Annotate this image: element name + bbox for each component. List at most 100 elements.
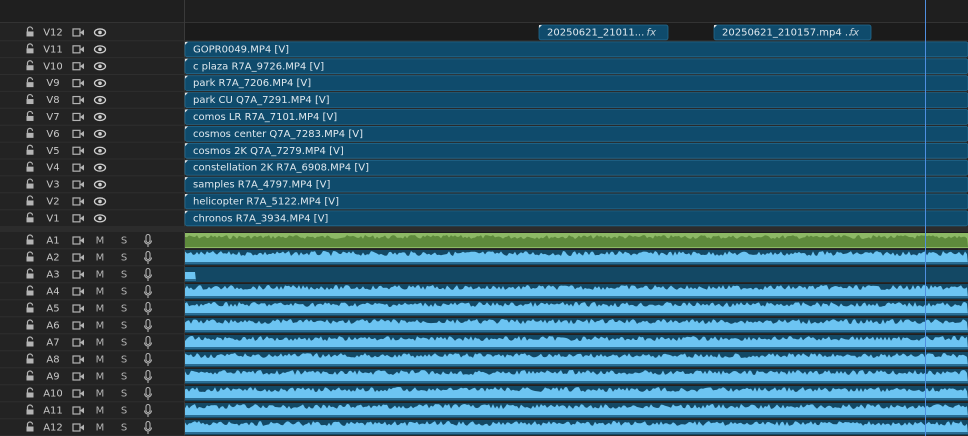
solo-button[interactable]: S <box>121 338 127 349</box>
clip[interactable]: helicopter R7A_5122.MP4 [V] <box>184 193 968 210</box>
lock-toggle[interactable] <box>26 127 34 138</box>
solo-button[interactable]: S <box>121 236 127 247</box>
sync-toggle[interactable] <box>72 270 84 279</box>
clip[interactable]: GOPR0049.MP4 [V] <box>184 41 968 58</box>
voiceover-button[interactable] <box>143 267 153 282</box>
lock-toggle[interactable] <box>26 387 34 398</box>
eye-toggle[interactable] <box>93 214 107 223</box>
lock-toggle[interactable] <box>26 234 34 245</box>
clip[interactable]: cosmos center Q7A_7283.MP4 [V] <box>184 126 968 142</box>
mute-button[interactable]: M <box>96 236 105 247</box>
solo-button[interactable]: S <box>121 287 127 298</box>
sync-toggle[interactable] <box>72 304 84 313</box>
mute-button[interactable]: M <box>96 338 105 349</box>
sync-toggle[interactable] <box>72 62 84 71</box>
sync-toggle[interactable] <box>72 163 84 172</box>
sync-toggle[interactable] <box>72 406 84 415</box>
sync-toggle[interactable] <box>72 236 84 245</box>
clip[interactable]: chronos R7A_3934.MP4 [V] <box>184 210 968 227</box>
lock-toggle[interactable] <box>26 43 34 54</box>
lock-toggle[interactable] <box>26 77 34 88</box>
voiceover-button[interactable] <box>143 250 153 265</box>
clip[interactable]: cosmos 2K Q7A_7279.MP4 [V] <box>184 142 968 159</box>
eye-toggle[interactable] <box>93 45 107 54</box>
sync-toggle[interactable] <box>72 355 84 364</box>
eye-toggle[interactable] <box>93 79 107 88</box>
solo-button[interactable]: S <box>121 372 127 383</box>
lock-toggle[interactable] <box>26 178 34 189</box>
voiceover-button[interactable] <box>143 284 153 299</box>
lock-toggle[interactable] <box>26 268 34 279</box>
voiceover-button[interactable] <box>143 386 153 401</box>
sync-toggle[interactable] <box>72 79 84 88</box>
clip[interactable]: constellation 2K R7A_6908.MP4 [V] <box>184 159 968 176</box>
solo-button[interactable]: S <box>121 389 127 400</box>
mute-button[interactable]: M <box>96 253 105 264</box>
voiceover-button[interactable] <box>143 352 153 367</box>
solo-button[interactable]: S <box>121 406 127 417</box>
eye-toggle[interactable] <box>93 180 107 189</box>
lock-toggle[interactable] <box>26 212 34 223</box>
clip[interactable]: samples R7A_4797.MP4 [V] <box>184 176 968 193</box>
clip[interactable]: park CU Q7A_7291.MP4 [V] <box>184 92 968 108</box>
voiceover-button[interactable] <box>143 318 153 333</box>
mute-button[interactable]: M <box>96 423 105 434</box>
lock-toggle[interactable] <box>26 404 34 415</box>
lock-toggle[interactable] <box>26 370 34 381</box>
clip[interactable]: 20250621_21011... fx <box>538 24 669 41</box>
voiceover-button[interactable] <box>143 233 153 248</box>
lock-toggle[interactable] <box>26 144 34 155</box>
eye-toggle[interactable] <box>93 95 107 105</box>
sync-toggle[interactable] <box>72 112 84 122</box>
solo-button[interactable]: S <box>121 253 127 264</box>
mute-button[interactable]: M <box>96 406 105 417</box>
mute-button[interactable]: M <box>96 304 105 315</box>
solo-button[interactable]: S <box>121 423 127 434</box>
mute-button[interactable]: M <box>96 372 105 383</box>
mute-button[interactable]: M <box>96 287 105 298</box>
clip[interactable]: c plaza R7A_9726.MP4 [V] <box>184 58 968 75</box>
sync-toggle[interactable] <box>72 372 84 381</box>
lock-toggle[interactable] <box>26 195 34 206</box>
lock-toggle[interactable] <box>26 353 34 364</box>
lock-toggle[interactable] <box>26 161 34 172</box>
solo-button[interactable]: S <box>121 270 127 281</box>
sync-toggle[interactable] <box>72 338 84 347</box>
voiceover-button[interactable] <box>143 301 153 316</box>
eye-toggle[interactable] <box>93 163 107 172</box>
clip[interactable]: park R7A_7206.MP4 [V] <box>184 75 968 91</box>
lock-toggle[interactable] <box>26 93 34 105</box>
voiceover-button[interactable] <box>143 420 153 435</box>
voiceover-button[interactable] <box>143 403 153 418</box>
clip[interactable]: 20250621_210157.mp4 ...fx <box>713 24 872 41</box>
lock-toggle[interactable] <box>26 421 34 432</box>
sync-toggle[interactable] <box>72 45 84 54</box>
sync-toggle[interactable] <box>72 197 84 206</box>
sync-toggle[interactable] <box>72 146 84 155</box>
mute-button[interactable]: M <box>96 321 105 332</box>
solo-button[interactable]: S <box>121 321 127 332</box>
sync-toggle[interactable] <box>72 95 84 105</box>
lock-toggle[interactable] <box>26 60 34 71</box>
sync-toggle[interactable] <box>72 321 84 330</box>
eye-toggle[interactable] <box>93 28 107 37</box>
eye-toggle[interactable] <box>93 129 107 139</box>
solo-button[interactable]: S <box>121 304 127 315</box>
mute-button[interactable]: M <box>96 355 105 366</box>
clip[interactable]: comos LR R7A_7101.MP4 [V] <box>184 109 968 125</box>
sync-toggle[interactable] <box>72 28 84 37</box>
solo-button[interactable]: S <box>121 355 127 366</box>
lock-toggle[interactable] <box>26 26 34 37</box>
lock-toggle[interactable] <box>26 336 34 347</box>
sync-toggle[interactable] <box>72 214 84 223</box>
sync-toggle[interactable] <box>72 129 84 138</box>
eye-toggle[interactable] <box>93 197 107 206</box>
lock-toggle[interactable] <box>26 319 34 330</box>
voiceover-button[interactable] <box>143 369 153 384</box>
sync-toggle[interactable] <box>72 253 84 262</box>
voiceover-button[interactable] <box>143 335 153 350</box>
sync-toggle[interactable] <box>72 287 84 296</box>
sync-toggle[interactable] <box>72 423 84 432</box>
mute-button[interactable]: M <box>96 270 105 281</box>
audio-clip[interactable] <box>185 267 968 282</box>
